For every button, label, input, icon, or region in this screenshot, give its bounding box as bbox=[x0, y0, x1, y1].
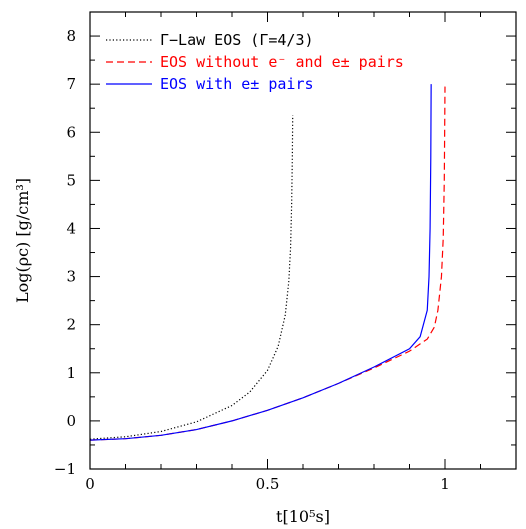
series-line-2 bbox=[89, 86, 446, 441]
y-tick-label: 3 bbox=[66, 268, 76, 286]
y-tick-label: 1 bbox=[66, 364, 76, 382]
y-tick-label: 6 bbox=[66, 123, 76, 141]
legend-label: Γ−Law EOS (Γ=4/3) bbox=[160, 31, 314, 49]
y-tick-label: 0 bbox=[66, 412, 76, 430]
x-tick-label: 0 bbox=[85, 475, 95, 493]
axis-ticks bbox=[89, 11, 517, 470]
series-line-1 bbox=[89, 115, 294, 440]
y-tick-label: 5 bbox=[66, 171, 76, 189]
x-tick-labels: 0 0.5 1 bbox=[85, 475, 450, 493]
legend-label: EOS with e± pairs bbox=[160, 75, 314, 93]
y-tick-labels: −1 0 1 2 3 4 5 6 7 8 bbox=[54, 27, 76, 478]
x-axis-label: t[10⁵s] bbox=[276, 507, 330, 526]
y-tick-label: −1 bbox=[54, 460, 76, 478]
x-tick-label: 0.5 bbox=[256, 475, 280, 493]
y-tick-label: 2 bbox=[66, 316, 76, 334]
y-tick-label: 8 bbox=[66, 27, 76, 45]
series-line-3 bbox=[89, 84, 432, 441]
y-tick-label: 4 bbox=[66, 219, 76, 237]
x-tick-label: 1 bbox=[440, 475, 450, 493]
series-lines bbox=[89, 84, 446, 441]
legend-label: EOS without e⁻ and e± pairs bbox=[160, 53, 404, 71]
y-tick-label: 7 bbox=[66, 75, 76, 93]
legend: Γ−Law EOS (Γ=4/3) EOS without e⁻ and e± p… bbox=[106, 31, 404, 93]
y-axis-label: Log(ρc) [g/cm³] bbox=[13, 178, 32, 303]
